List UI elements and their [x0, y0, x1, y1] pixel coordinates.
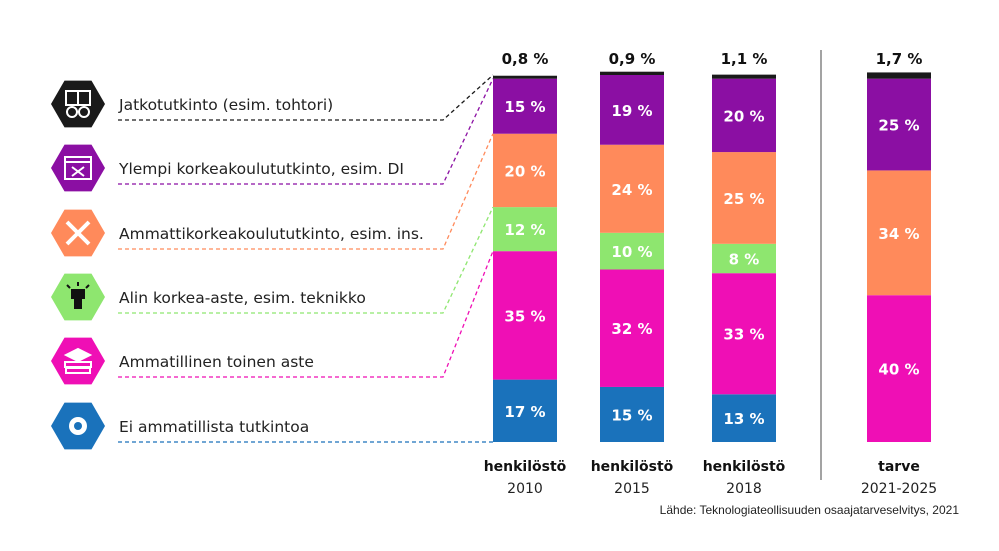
- data-label-0-4: 15 %: [504, 98, 545, 116]
- books-graduation-cap-icon: [63, 347, 93, 374]
- bar-2-series-0: [712, 394, 776, 442]
- bar-2-series-2: [712, 243, 776, 274]
- data-label-0-2: 12 %: [504, 221, 545, 239]
- data-label-2-0: 13 %: [723, 410, 764, 428]
- wrist: [74, 299, 82, 309]
- lens-left: [66, 106, 78, 118]
- data-label-1-0: 15 %: [611, 406, 652, 424]
- bar-0-series-2: [493, 207, 557, 252]
- legend-label-1: Ylempi korkeakoulututkinto, esim. DI: [118, 160, 404, 178]
- bar-3-series-1: [867, 295, 931, 442]
- top-label-2: 1,1 %: [721, 50, 768, 68]
- top-label-0: 0,8 %: [502, 50, 549, 68]
- legend-label-4: Ammatillinen toinen aste: [119, 353, 314, 371]
- bar-0-series-3: [493, 133, 557, 208]
- bar-2-series-4: [712, 78, 776, 153]
- bar-0-series-4: [493, 78, 557, 134]
- category-sublabel-0: 2010: [507, 481, 543, 497]
- browser-window-tools-hexagon: [51, 144, 105, 192]
- category-sublabel-1: 2015: [614, 481, 650, 497]
- data-label-3-1: 40 %: [878, 361, 919, 379]
- data-label-0-1: 35 %: [504, 307, 545, 325]
- bar-0-series-1: [493, 251, 557, 380]
- category-label-1: henkilöstö: [591, 459, 674, 475]
- data-label-2-3: 25 %: [723, 190, 764, 208]
- data-label-3-3: 34 %: [878, 225, 919, 243]
- data-label-1-4: 19 %: [611, 102, 652, 120]
- legend-item-3: Alin korkea-aste, esim. teknikko: [51, 206, 494, 321]
- data-label-3-4: 25 %: [878, 117, 919, 135]
- legend-label-3: Alin korkea-aste, esim. teknikko: [119, 289, 366, 307]
- bar-1-series-2: [600, 232, 664, 270]
- legend-item-4: Ammatillinen toinen aste: [51, 250, 494, 385]
- category-label-0: henkilöstö: [484, 459, 567, 475]
- data-label-2-2: 8 %: [729, 251, 760, 269]
- bar-0-series-0: [493, 379, 557, 442]
- bar-2-series-1: [712, 273, 776, 395]
- data-label-2-1: 33 %: [723, 326, 764, 344]
- data-label-1-1: 32 %: [611, 320, 652, 338]
- tool-2: [65, 220, 91, 246]
- raised-fist-icon: [66, 282, 90, 309]
- lens-right: [78, 106, 90, 118]
- legend-label-5: Ei ammatillista tutkintoa: [119, 418, 309, 436]
- data-label-2-4: 20 %: [723, 107, 764, 125]
- legend-label-2: Ammattikorkeakoulututkinto, esim. ins.: [119, 225, 424, 243]
- bar-2-series-3: [712, 152, 776, 244]
- data-label-0-0: 17 %: [504, 403, 545, 421]
- bar-3-series-3: [867, 170, 931, 296]
- legend-item-1: Ylempi korkeakoulututkinto, esim. DI: [51, 78, 494, 192]
- legend-item-0: Jatkotutkinto (esim. tohtori): [51, 74, 494, 128]
- leader-line-2: [118, 133, 494, 250]
- category-sublabel-3: 2021-2025: [861, 481, 937, 497]
- data-label-1-3: 24 %: [611, 181, 652, 199]
- legend-label-0: Jatkotutkinto (esim. tohtori): [118, 96, 333, 114]
- bar-0-series-5: [493, 75, 557, 79]
- bar-2-series-5: [712, 74, 776, 79]
- ray-3: [85, 284, 90, 289]
- data-label-0-3: 20 %: [504, 162, 545, 180]
- bar-1-series-1: [600, 269, 664, 387]
- bar-1-series-0: [600, 386, 664, 442]
- bar-1-series-4: [600, 75, 664, 145]
- ray-1: [66, 284, 71, 289]
- category-sublabel-2: 2018: [726, 481, 762, 497]
- source-note: Lähde: Teknologiateollisuuden osaajatarv…: [659, 503, 959, 517]
- nut-hole: [74, 422, 82, 430]
- browser-window-tools-icon: [64, 156, 92, 180]
- data-label-1-2: 10 %: [611, 243, 652, 261]
- leader-line-4: [118, 250, 494, 378]
- bar-3-series-4: [867, 78, 931, 171]
- window: [64, 156, 92, 180]
- leader-line-3: [118, 206, 494, 314]
- books-glasses-icon: [65, 90, 91, 118]
- top-label-3: 1,7 %: [876, 50, 923, 68]
- bar-1-series-5: [600, 71, 664, 75]
- legend-item-2: Ammattikorkeakoulututkinto, esim. ins.: [51, 133, 494, 257]
- bar-3-series-5: [867, 72, 931, 79]
- fist: [71, 289, 85, 299]
- book-2: [65, 367, 91, 374]
- nut-icon: [69, 417, 87, 435]
- legend-item-5: Ei ammatillista tutkintoa: [51, 402, 493, 450]
- cap: [63, 347, 93, 363]
- category-label-3: tarve: [878, 459, 920, 475]
- leader-line-1: [118, 78, 494, 185]
- bar-1-series-3: [600, 144, 664, 233]
- tool-b: [71, 166, 85, 177]
- category-label-2: henkilöstö: [703, 459, 786, 475]
- top-label-1: 0,9 %: [609, 50, 656, 68]
- leader-line-0: [118, 74, 494, 121]
- crossed-tools-icon: [65, 220, 91, 246]
